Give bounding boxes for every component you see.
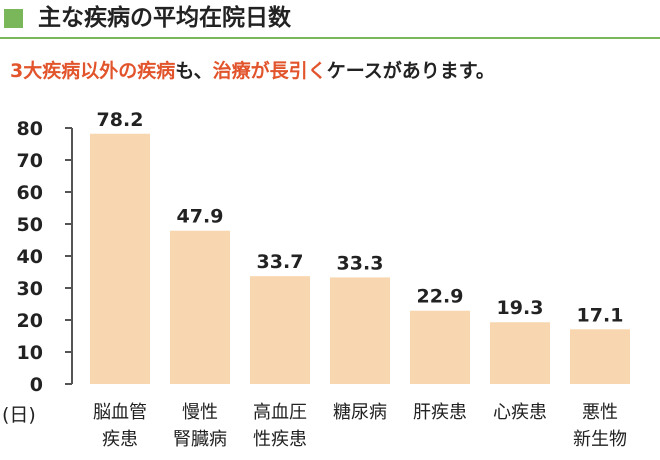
category-label: 高血圧 [253, 402, 307, 423]
category-label: 新生物 [573, 429, 627, 450]
bar-value-label: 33.7 [257, 251, 304, 273]
bar [330, 277, 390, 384]
bar-value-label: 33.3 [337, 252, 384, 274]
category-label: 心疾患 [493, 402, 547, 423]
bar [90, 133, 150, 384]
bar-value-label: 78.2 [97, 109, 144, 131]
subtitle: 3大疾病以外の疾病も、治療が長引くケースがあります。 [10, 57, 495, 85]
category-label: 悪性 [582, 402, 618, 423]
header-rule [0, 37, 660, 39]
category-label: 肝疾患 [413, 402, 467, 423]
y-tick-label: 0 [30, 374, 43, 396]
y-unit-label: (日) [2, 404, 36, 426]
header-square-icon [4, 9, 23, 28]
bar [410, 310, 470, 384]
category-label: 脳血管 [93, 402, 147, 423]
bar-value-label: 19.3 [497, 297, 544, 319]
subtitle-text-2: ケースがあります。 [326, 60, 495, 82]
category-label: 慢性 [182, 402, 218, 423]
bar [490, 322, 550, 384]
y-tick-label: 10 [17, 342, 43, 364]
bar-value-label: 47.9 [177, 206, 224, 228]
category-label: 性疾患 [253, 429, 307, 450]
bar [170, 230, 230, 384]
y-tick-label: 30 [17, 278, 43, 300]
y-tick-label: 40 [17, 246, 43, 268]
y-tick-label: 60 [17, 182, 43, 204]
subtitle-text-1: も、 [175, 60, 213, 82]
subtitle-highlight-2: 治療が長引く [212, 60, 327, 82]
subtitle-highlight-1: 3大疾病以外の疾病 [10, 60, 176, 82]
bar [250, 276, 310, 384]
y-tick-label: 70 [17, 150, 43, 172]
bar-value-label: 17.1 [577, 304, 624, 326]
category-label: 糖尿病 [333, 402, 387, 423]
header: 主な疾病の平均在院日数 [0, 0, 660, 40]
bar [570, 329, 630, 384]
category-label: 疾患 [102, 429, 138, 450]
page-title: 主な疾病の平均在院日数 [38, 5, 291, 31]
y-tick-label: 20 [17, 310, 43, 332]
y-tick-label: 50 [17, 214, 43, 236]
y-tick-label: 80 [17, 118, 43, 140]
bar-value-label: 22.9 [417, 286, 464, 308]
category-label: 腎臓病 [173, 429, 227, 450]
